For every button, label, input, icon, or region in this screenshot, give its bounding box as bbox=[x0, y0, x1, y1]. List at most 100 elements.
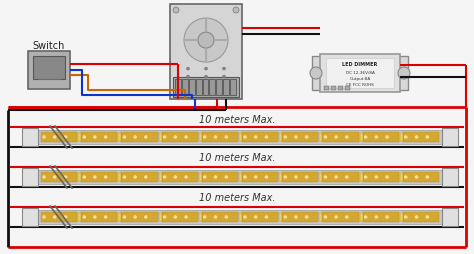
Circle shape bbox=[184, 135, 188, 139]
Text: Switch: Switch bbox=[33, 41, 65, 51]
Bar bbox=[28, 52, 70, 90]
Circle shape bbox=[254, 215, 258, 219]
Bar bbox=[403, 172, 439, 182]
Circle shape bbox=[254, 135, 258, 139]
Bar bbox=[78, 213, 81, 221]
Circle shape bbox=[374, 135, 378, 139]
Bar bbox=[202, 133, 238, 142]
Bar bbox=[322, 133, 359, 142]
Bar bbox=[33, 57, 65, 80]
Text: 10 meters Max.: 10 meters Max. bbox=[199, 192, 275, 202]
Bar bbox=[363, 172, 399, 182]
Circle shape bbox=[364, 215, 368, 219]
Circle shape bbox=[222, 68, 226, 71]
Bar bbox=[199, 173, 202, 181]
Circle shape bbox=[254, 175, 258, 179]
Circle shape bbox=[364, 175, 368, 179]
Bar bbox=[324, 87, 329, 91]
Bar bbox=[279, 173, 282, 181]
Bar bbox=[312, 57, 408, 91]
Bar bbox=[196, 80, 201, 96]
Circle shape bbox=[305, 215, 309, 219]
Circle shape bbox=[204, 76, 208, 79]
Circle shape bbox=[173, 89, 179, 95]
Circle shape bbox=[294, 135, 298, 139]
Circle shape bbox=[122, 135, 127, 139]
Circle shape bbox=[213, 215, 218, 219]
Bar bbox=[81, 133, 118, 142]
Circle shape bbox=[264, 135, 268, 139]
Bar bbox=[326, 59, 394, 89]
Circle shape bbox=[264, 175, 268, 179]
Circle shape bbox=[186, 76, 190, 79]
Bar bbox=[170, 5, 242, 100]
Circle shape bbox=[82, 175, 86, 179]
Bar bbox=[41, 133, 77, 142]
Circle shape bbox=[173, 215, 177, 219]
Circle shape bbox=[203, 135, 207, 139]
Circle shape bbox=[122, 215, 127, 219]
Circle shape bbox=[173, 8, 179, 14]
Circle shape bbox=[334, 175, 338, 179]
Bar bbox=[320, 55, 400, 93]
Circle shape bbox=[133, 135, 137, 139]
Bar bbox=[242, 212, 278, 222]
Bar bbox=[22, 208, 38, 226]
Circle shape bbox=[323, 215, 328, 219]
Circle shape bbox=[213, 175, 218, 179]
Bar bbox=[199, 133, 202, 141]
Circle shape bbox=[163, 175, 166, 179]
Bar bbox=[331, 87, 336, 91]
Circle shape bbox=[204, 68, 208, 71]
Circle shape bbox=[283, 135, 287, 139]
Circle shape bbox=[345, 175, 349, 179]
Circle shape bbox=[53, 135, 57, 139]
Bar bbox=[223, 80, 229, 96]
Circle shape bbox=[82, 215, 86, 219]
Circle shape bbox=[323, 175, 328, 179]
Bar bbox=[173, 78, 239, 98]
Circle shape bbox=[243, 135, 247, 139]
Text: 10 meters Max.: 10 meters Max. bbox=[199, 115, 275, 124]
Circle shape bbox=[184, 175, 188, 179]
Circle shape bbox=[415, 135, 419, 139]
Circle shape bbox=[184, 215, 188, 219]
Circle shape bbox=[323, 135, 328, 139]
Circle shape bbox=[122, 175, 127, 179]
Bar bbox=[202, 172, 238, 182]
Circle shape bbox=[93, 135, 97, 139]
Bar bbox=[121, 212, 157, 222]
Bar bbox=[78, 133, 81, 141]
Circle shape bbox=[203, 175, 207, 179]
Bar bbox=[360, 213, 363, 221]
Circle shape bbox=[186, 68, 190, 71]
Bar bbox=[319, 173, 322, 181]
Bar bbox=[199, 213, 202, 221]
Circle shape bbox=[243, 215, 247, 219]
Circle shape bbox=[42, 135, 46, 139]
Bar bbox=[118, 173, 121, 181]
Bar bbox=[22, 168, 38, 186]
Circle shape bbox=[385, 175, 389, 179]
Circle shape bbox=[42, 215, 46, 219]
Bar bbox=[360, 173, 363, 181]
Bar bbox=[242, 133, 278, 142]
Circle shape bbox=[42, 175, 46, 179]
Bar bbox=[242, 172, 278, 182]
Bar bbox=[345, 87, 350, 91]
Circle shape bbox=[233, 8, 239, 14]
Circle shape bbox=[334, 215, 338, 219]
Circle shape bbox=[345, 215, 349, 219]
Bar bbox=[319, 213, 322, 221]
Circle shape bbox=[144, 135, 148, 139]
Bar bbox=[322, 212, 359, 222]
Circle shape bbox=[222, 76, 226, 79]
Circle shape bbox=[404, 135, 408, 139]
Bar bbox=[37, 170, 454, 184]
Circle shape bbox=[213, 135, 218, 139]
Bar bbox=[279, 213, 282, 221]
Circle shape bbox=[163, 135, 166, 139]
Bar bbox=[239, 133, 242, 141]
Circle shape bbox=[224, 175, 228, 179]
Bar bbox=[118, 213, 121, 221]
